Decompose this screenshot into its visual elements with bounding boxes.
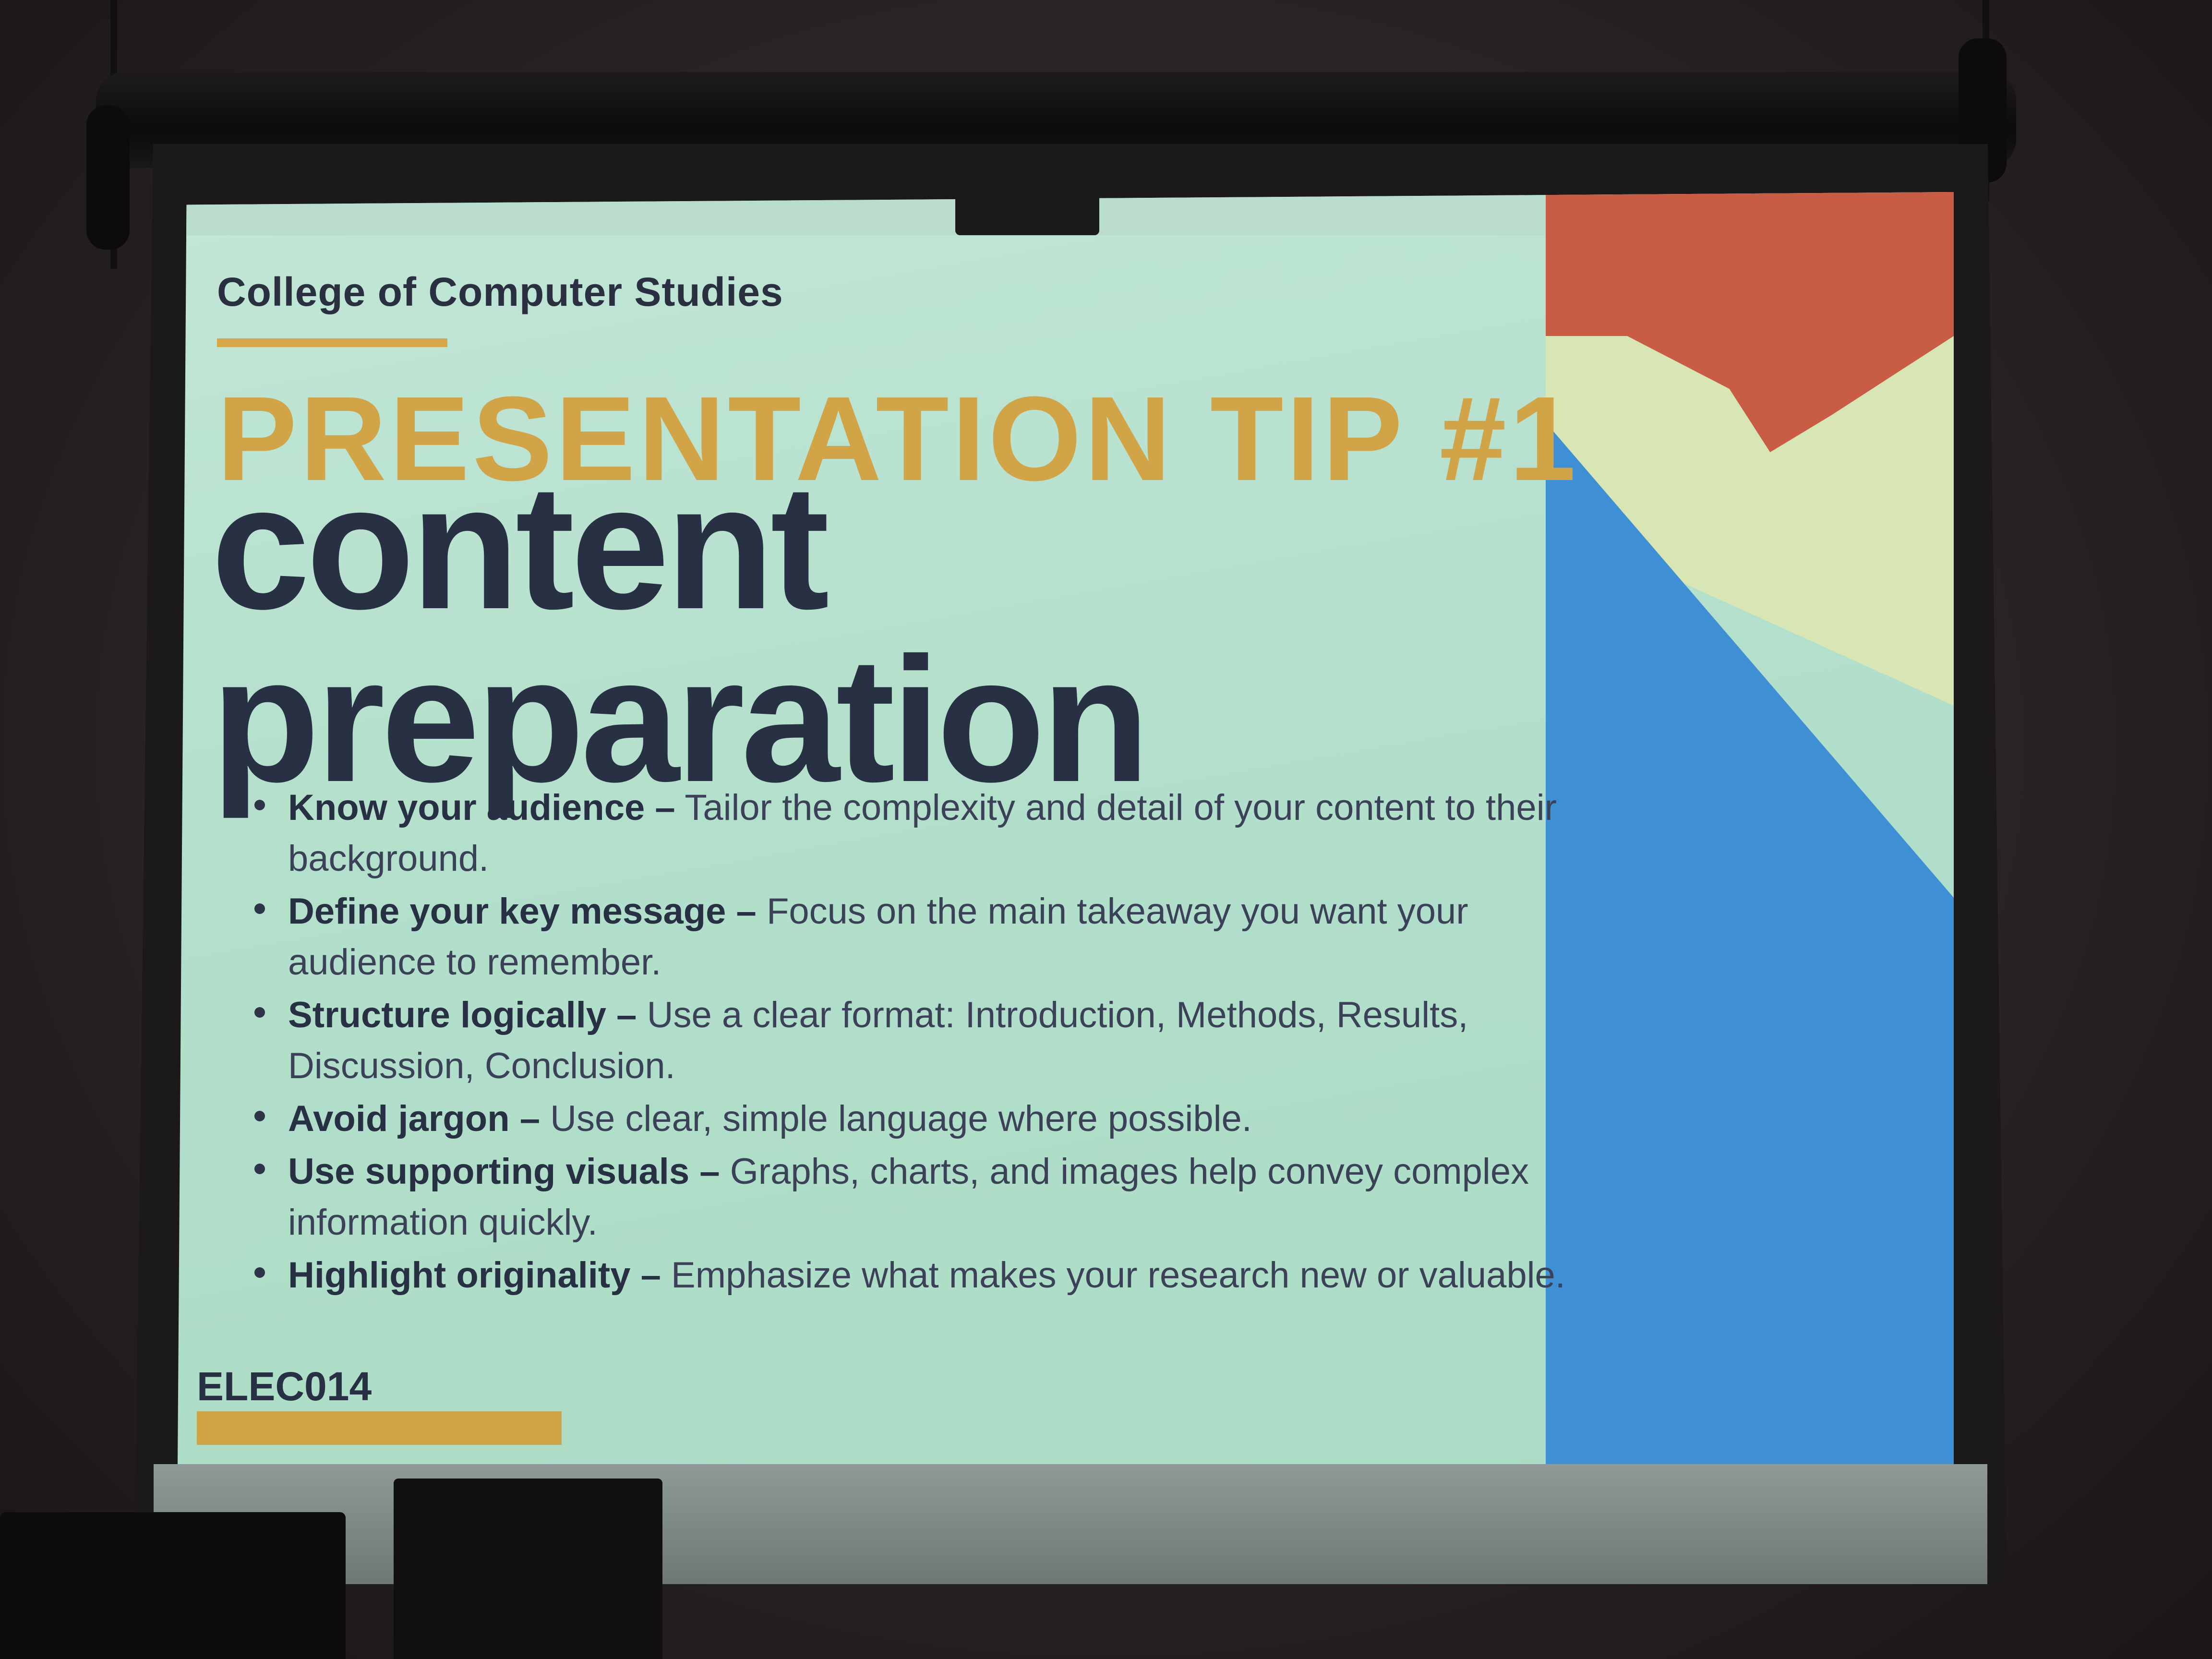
bullet-text: Use a clear format: Introduction, Method… [288, 995, 1468, 1086]
bullet-dot [254, 800, 265, 810]
bullet-term: Highlight originality – [288, 1255, 661, 1296]
college-underline [217, 338, 447, 347]
slide-title-line2: preparation [211, 621, 1150, 819]
list-item: Define your key message – Focus on the m… [254, 886, 1589, 988]
projector-unit [955, 163, 1099, 235]
course-code-bar [197, 1411, 562, 1445]
bullet-text: Graphs, charts, and images help convey c… [288, 1151, 1529, 1243]
slide-title: content preparation [211, 448, 1150, 819]
bullet-text: Tailor the complexity and detail of your… [288, 787, 1557, 879]
bullet-text: Emphasize what makes your research new o… [661, 1255, 1565, 1296]
bullet-term: Use supporting visuals – [288, 1151, 720, 1192]
bullet-dot [254, 1267, 265, 1278]
course-code: ELEC014 [197, 1364, 372, 1409]
list-item: Structure logically – Use a clear format… [254, 990, 1589, 1092]
foreground-monitor-right [394, 1479, 662, 1659]
bullet-term: Avoid jargon – [288, 1098, 541, 1139]
college-name: College of Computer Studies [217, 269, 783, 314]
roller-left-cap [86, 106, 130, 250]
slide-title-line1: content [211, 448, 830, 646]
bullet-dot [254, 1007, 265, 1018]
bullet-term: Structure logically – [288, 995, 637, 1035]
bullet-term: Know your audience – [288, 787, 675, 828]
projected-slide: College of Computer Studies PRESENTATION… [178, 192, 1954, 1464]
list-item: Highlight originality – Emphasize what m… [254, 1250, 1589, 1301]
bullet-text: Use clear, simple language where possibl… [540, 1098, 1252, 1139]
bullet-dot [254, 1111, 265, 1121]
bullet-dot [254, 903, 265, 914]
bullet-term: Define your key message – [288, 891, 757, 932]
list-item: Know your audience – Tailor the complexi… [254, 782, 1589, 884]
list-item: Avoid jargon – Use clear, simple languag… [254, 1094, 1589, 1144]
bullet-dot [254, 1164, 265, 1174]
tips-list: Know your audience – Tailor the complexi… [254, 782, 1589, 1303]
foreground-monitor-left [0, 1512, 346, 1659]
list-item: Use supporting visuals – Graphs, charts,… [254, 1146, 1589, 1248]
bullet-text: Focus on the main takeaway you want your… [288, 891, 1468, 983]
tip-title: PRESENTATION TIP #1 [217, 372, 1579, 505]
